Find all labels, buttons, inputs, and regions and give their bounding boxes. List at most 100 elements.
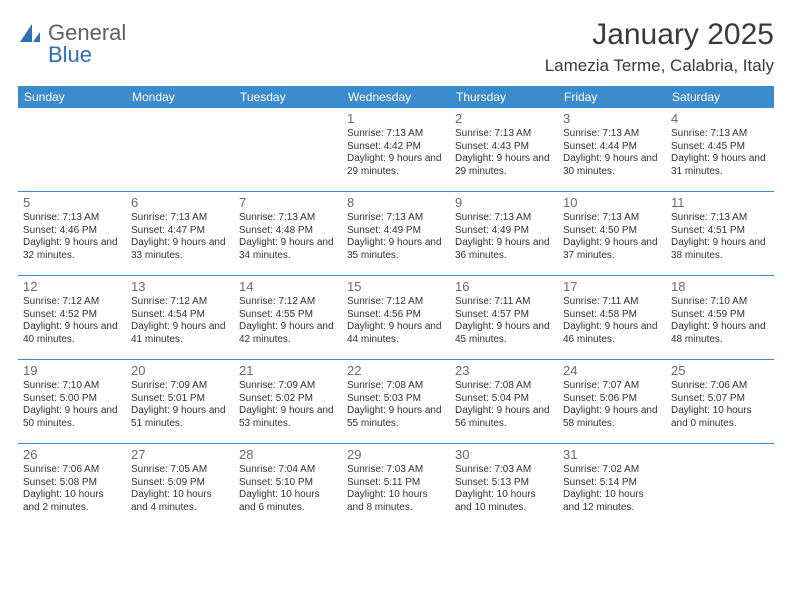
day-daylight: Daylight: 9 hours and 29 minutes. — [347, 153, 445, 178]
day-sunset: Sunset: 4:55 PM — [239, 309, 337, 322]
day-detail: Sunrise: 7:13 AMSunset: 4:51 PMDaylight:… — [671, 212, 769, 262]
day-sunset: Sunset: 4:59 PM — [671, 309, 769, 322]
day-number: 1 — [347, 111, 445, 126]
day-header: Saturday — [666, 86, 774, 108]
day-detail: Sunrise: 7:13 AMSunset: 4:43 PMDaylight:… — [455, 128, 553, 178]
day-detail: Sunrise: 7:03 AMSunset: 5:13 PMDaylight:… — [455, 464, 553, 514]
calendar-day-cell: 17 Sunrise: 7:11 AMSunset: 4:58 PMDayligh… — [558, 276, 666, 360]
calendar-day-cell: 1 Sunrise: 7:13 AMSunset: 4:42 PMDaylight… — [342, 108, 450, 192]
day-daylight: Daylight: 9 hours and 44 minutes. — [347, 321, 445, 346]
day-sunrise: Sunrise: 7:13 AM — [671, 128, 769, 141]
day-detail: Sunrise: 7:10 AMSunset: 4:59 PMDaylight:… — [671, 296, 769, 346]
day-daylight: Daylight: 9 hours and 35 minutes. — [347, 237, 445, 262]
day-detail: Sunrise: 7:12 AMSunset: 4:55 PMDaylight:… — [239, 296, 337, 346]
day-sunrise: Sunrise: 7:11 AM — [455, 296, 553, 309]
day-sunrise: Sunrise: 7:13 AM — [239, 212, 337, 225]
calendar-week-row: 26Sunrise: 7:06 AMSunset: 5:08 PMDayligh… — [18, 444, 774, 528]
day-detail: Sunrise: 7:12 AMSunset: 4:54 PMDaylight:… — [131, 296, 229, 346]
day-sunset: Sunset: 4:44 PM — [563, 141, 661, 154]
calendar-day-cell: 28Sunrise: 7:04 AMSunset: 5:10 PMDayligh… — [234, 444, 342, 528]
day-detail: Sunrise: 7:02 AMSunset: 5:14 PMDaylight:… — [563, 464, 661, 514]
day-detail: Sunrise: 7:04 AMSunset: 5:10 PMDaylight:… — [239, 464, 337, 514]
day-daylight: Daylight: 9 hours and 31 minutes. — [671, 153, 769, 178]
day-number: 25 — [671, 363, 769, 378]
calendar-week-row: 19Sunrise: 7:10 AMSunset: 5:00 PMDayligh… — [18, 360, 774, 444]
calendar-day-cell: 8Sunrise: 7:13 AMSunset: 4:49 PMDaylight… — [342, 192, 450, 276]
day-detail: Sunrise: 7:11 AMSunset: 4:58 PMDaylight:… — [563, 296, 661, 346]
day-header: Tuesday — [234, 86, 342, 108]
calendar-day-cell: 21Sunrise: 7:09 AMSunset: 5:02 PMDayligh… — [234, 360, 342, 444]
day-sunset: Sunset: 5:10 PM — [239, 477, 337, 490]
day-sunset: Sunset: 4:49 PM — [455, 225, 553, 238]
location-subtitle: Lamezia Terme, Calabria, Italy — [545, 56, 774, 76]
day-number: 24 — [563, 363, 661, 378]
day-daylight: Daylight: 10 hours and 2 minutes. — [23, 489, 121, 514]
day-sunset: Sunset: 5:06 PM — [563, 393, 661, 406]
day-number: 29 — [347, 447, 445, 462]
day-number: 23 — [455, 363, 553, 378]
day-number: 17 — [563, 279, 661, 294]
day-detail: Sunrise: 7:08 AMSunset: 5:03 PMDaylight:… — [347, 380, 445, 430]
day-daylight: Daylight: 9 hours and 37 minutes. — [563, 237, 661, 262]
day-daylight: Daylight: 9 hours and 38 minutes. — [671, 237, 769, 262]
day-number: 3 — [563, 111, 661, 126]
day-sunset: Sunset: 4:57 PM — [455, 309, 553, 322]
day-detail: Sunrise: 7:13 AMSunset: 4:50 PMDaylight:… — [563, 212, 661, 262]
day-number: 21 — [239, 363, 337, 378]
day-sunset: Sunset: 4:42 PM — [347, 141, 445, 154]
day-sunset: Sunset: 4:48 PM — [239, 225, 337, 238]
day-detail: Sunrise: 7:10 AMSunset: 5:00 PMDaylight:… — [23, 380, 121, 430]
day-number: 18 — [671, 279, 769, 294]
day-sunrise: Sunrise: 7:13 AM — [455, 212, 553, 225]
day-detail: Sunrise: 7:13 AMSunset: 4:49 PMDaylight:… — [455, 212, 553, 262]
day-sunrise: Sunrise: 7:13 AM — [347, 212, 445, 225]
day-sunset: Sunset: 4:52 PM — [23, 309, 121, 322]
day-number: 26 — [23, 447, 121, 462]
calendar-day-cell: 23Sunrise: 7:08 AMSunset: 5:04 PMDayligh… — [450, 360, 558, 444]
day-sunrise: Sunrise: 7:05 AM — [131, 464, 229, 477]
day-daylight: Daylight: 9 hours and 30 minutes. — [563, 153, 661, 178]
day-sunset: Sunset: 4:47 PM — [131, 225, 229, 238]
day-sunrise: Sunrise: 7:11 AM — [563, 296, 661, 309]
calendar-week-row: 12Sunrise: 7:12 AMSunset: 4:52 PMDayligh… — [18, 276, 774, 360]
calendar-day-cell: 11Sunrise: 7:13 AMSunset: 4:51 PMDayligh… — [666, 192, 774, 276]
day-sunset: Sunset: 5:03 PM — [347, 393, 445, 406]
calendar-day-cell — [126, 108, 234, 192]
day-sunrise: Sunrise: 7:07 AM — [563, 380, 661, 393]
day-sunrise: Sunrise: 7:12 AM — [347, 296, 445, 309]
calendar-week-row: 5Sunrise: 7:13 AMSunset: 4:46 PMDaylight… — [18, 192, 774, 276]
day-detail: Sunrise: 7:05 AMSunset: 5:09 PMDaylight:… — [131, 464, 229, 514]
day-number: 14 — [239, 279, 337, 294]
calendar-day-cell: 20Sunrise: 7:09 AMSunset: 5:01 PMDayligh… — [126, 360, 234, 444]
calendar-day-cell: 24Sunrise: 7:07 AMSunset: 5:06 PMDayligh… — [558, 360, 666, 444]
day-daylight: Daylight: 9 hours and 34 minutes. — [239, 237, 337, 262]
day-sunrise: Sunrise: 7:13 AM — [347, 128, 445, 141]
day-number: 6 — [131, 195, 229, 210]
day-sunset: Sunset: 4:54 PM — [131, 309, 229, 322]
day-header: Thursday — [450, 86, 558, 108]
day-daylight: Daylight: 10 hours and 10 minutes. — [455, 489, 553, 514]
day-sunset: Sunset: 4:50 PM — [563, 225, 661, 238]
day-detail: Sunrise: 7:13 AMSunset: 4:44 PMDaylight:… — [563, 128, 661, 178]
day-sunset: Sunset: 5:14 PM — [563, 477, 661, 490]
day-detail: Sunrise: 7:13 AMSunset: 4:48 PMDaylight:… — [239, 212, 337, 262]
calendar-day-cell: 29Sunrise: 7:03 AMSunset: 5:11 PMDayligh… — [342, 444, 450, 528]
day-number: 8 — [347, 195, 445, 210]
day-sunset: Sunset: 4:43 PM — [455, 141, 553, 154]
calendar-day-cell: 18 Sunrise: 7:10 AMSunset: 4:59 PMDayligh… — [666, 276, 774, 360]
calendar-day-cell: 2Sunrise: 7:13 AMSunset: 4:43 PMDaylight… — [450, 108, 558, 192]
day-detail: Sunrise: 7:13 AMSunset: 4:47 PMDaylight:… — [131, 212, 229, 262]
day-number: 9 — [455, 195, 553, 210]
calendar-day-cell: 31Sunrise: 7:02 AMSunset: 5:14 PMDayligh… — [558, 444, 666, 528]
day-daylight: Daylight: 9 hours and 55 minutes. — [347, 405, 445, 430]
day-daylight: Daylight: 9 hours and 51 minutes. — [131, 405, 229, 430]
day-sunrise: Sunrise: 7:12 AM — [23, 296, 121, 309]
calendar-day-cell — [18, 108, 126, 192]
day-header-row: SundayMondayTuesdayWednesdayThursdayFrid… — [18, 86, 774, 108]
calendar-day-cell: 12Sunrise: 7:12 AMSunset: 4:52 PMDayligh… — [18, 276, 126, 360]
calendar-day-cell: 25Sunrise: 7:06 AMSunset: 5:07 PMDayligh… — [666, 360, 774, 444]
day-header: Monday — [126, 86, 234, 108]
day-detail: Sunrise: 7:09 AMSunset: 5:01 PMDaylight:… — [131, 380, 229, 430]
day-sunrise: Sunrise: 7:13 AM — [23, 212, 121, 225]
calendar-day-cell — [666, 444, 774, 528]
